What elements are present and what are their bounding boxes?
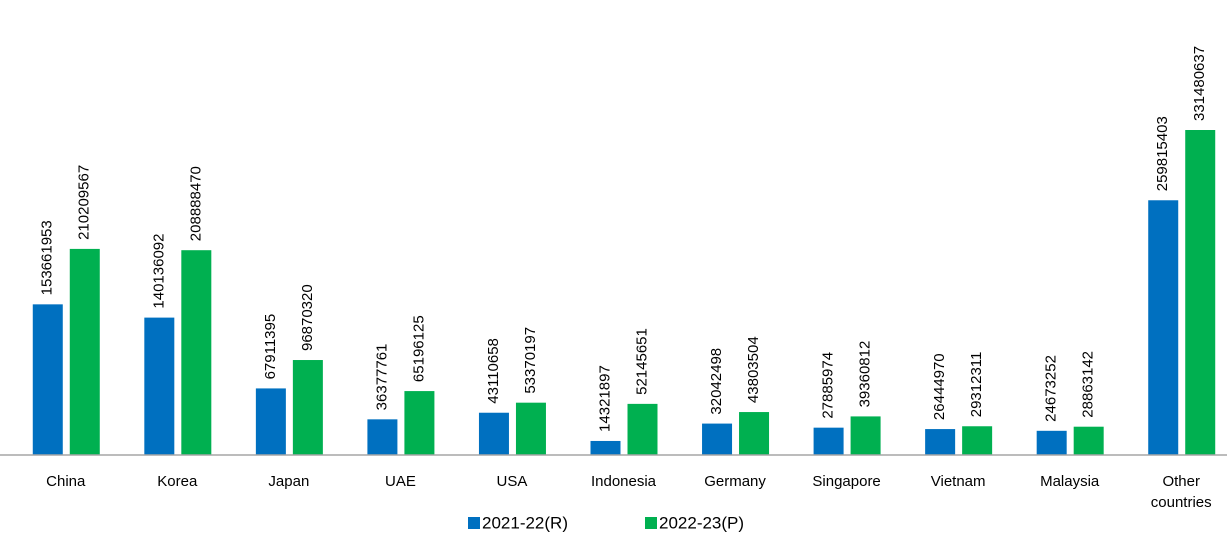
data-label: 210209567: [76, 165, 93, 240]
bar: [739, 412, 770, 455]
bar: [478, 412, 509, 455]
bar: [404, 391, 435, 455]
data-label: 67911395: [262, 314, 279, 380]
bar: [1036, 430, 1067, 455]
x-tick-label: Korea: [157, 473, 198, 490]
x-tick-label: Japan: [268, 473, 309, 490]
x-tick-label: Singapore: [812, 473, 880, 490]
bar: [292, 360, 323, 455]
bar: [367, 419, 398, 455]
x-tick-label: Malaysia: [1040, 473, 1100, 490]
bar: [627, 403, 658, 455]
bar: [962, 426, 993, 455]
x-tick-label: Vietnam: [931, 473, 986, 490]
legend-swatch: [645, 517, 657, 529]
bar: [1185, 130, 1216, 455]
data-label: 208888470: [187, 166, 204, 241]
x-tick-label: Indonesia: [591, 473, 657, 490]
x-tick-label: Other countries: [1151, 473, 1212, 511]
data-label: 52145651: [633, 328, 650, 395]
bar: [515, 402, 546, 455]
bar: [813, 427, 844, 455]
x-tick-label: USA: [497, 473, 528, 490]
data-label: 27885974: [820, 352, 837, 419]
legend-label: 2022-23(P): [659, 513, 744, 532]
data-label: 32042498: [708, 348, 725, 415]
data-label: 28863142: [1080, 351, 1097, 418]
bar: [32, 304, 63, 455]
data-label: 24673252: [1043, 355, 1060, 422]
bar: [181, 250, 212, 455]
data-label: 36377761: [373, 344, 390, 411]
bar: [1073, 426, 1104, 455]
data-label: 43803504: [745, 336, 762, 403]
data-label: 53370197: [522, 327, 539, 394]
bar: [255, 388, 286, 455]
x-tick-label: Germany: [704, 473, 766, 490]
data-label: 331480637: [1191, 46, 1208, 121]
data-label: 26444970: [931, 353, 948, 420]
data-label: 259815403: [1154, 116, 1171, 191]
data-label: 140136092: [150, 234, 167, 309]
bar: [1148, 200, 1179, 455]
data-label: 14321897: [596, 365, 613, 432]
data-label: 43110658: [485, 338, 502, 404]
bar: [702, 423, 733, 455]
data-label: 39360812: [857, 341, 874, 408]
data-label: 153661953: [39, 220, 56, 295]
x-tick-label: China: [46, 473, 86, 490]
x-tick-label: UAE: [385, 473, 416, 490]
legend: 2021-22(R) 2022-23(P): [468, 513, 744, 532]
legend-label: 2021-22(R): [482, 513, 568, 532]
bar: [850, 416, 881, 455]
bar: [144, 317, 175, 455]
legend-swatch: [468, 517, 480, 529]
bar: [925, 429, 956, 455]
data-label: 65196125: [410, 315, 427, 382]
data-label: 29312311: [968, 352, 985, 418]
bar: [69, 248, 100, 455]
bar: [590, 440, 621, 455]
data-label: 96870320: [299, 284, 316, 351]
